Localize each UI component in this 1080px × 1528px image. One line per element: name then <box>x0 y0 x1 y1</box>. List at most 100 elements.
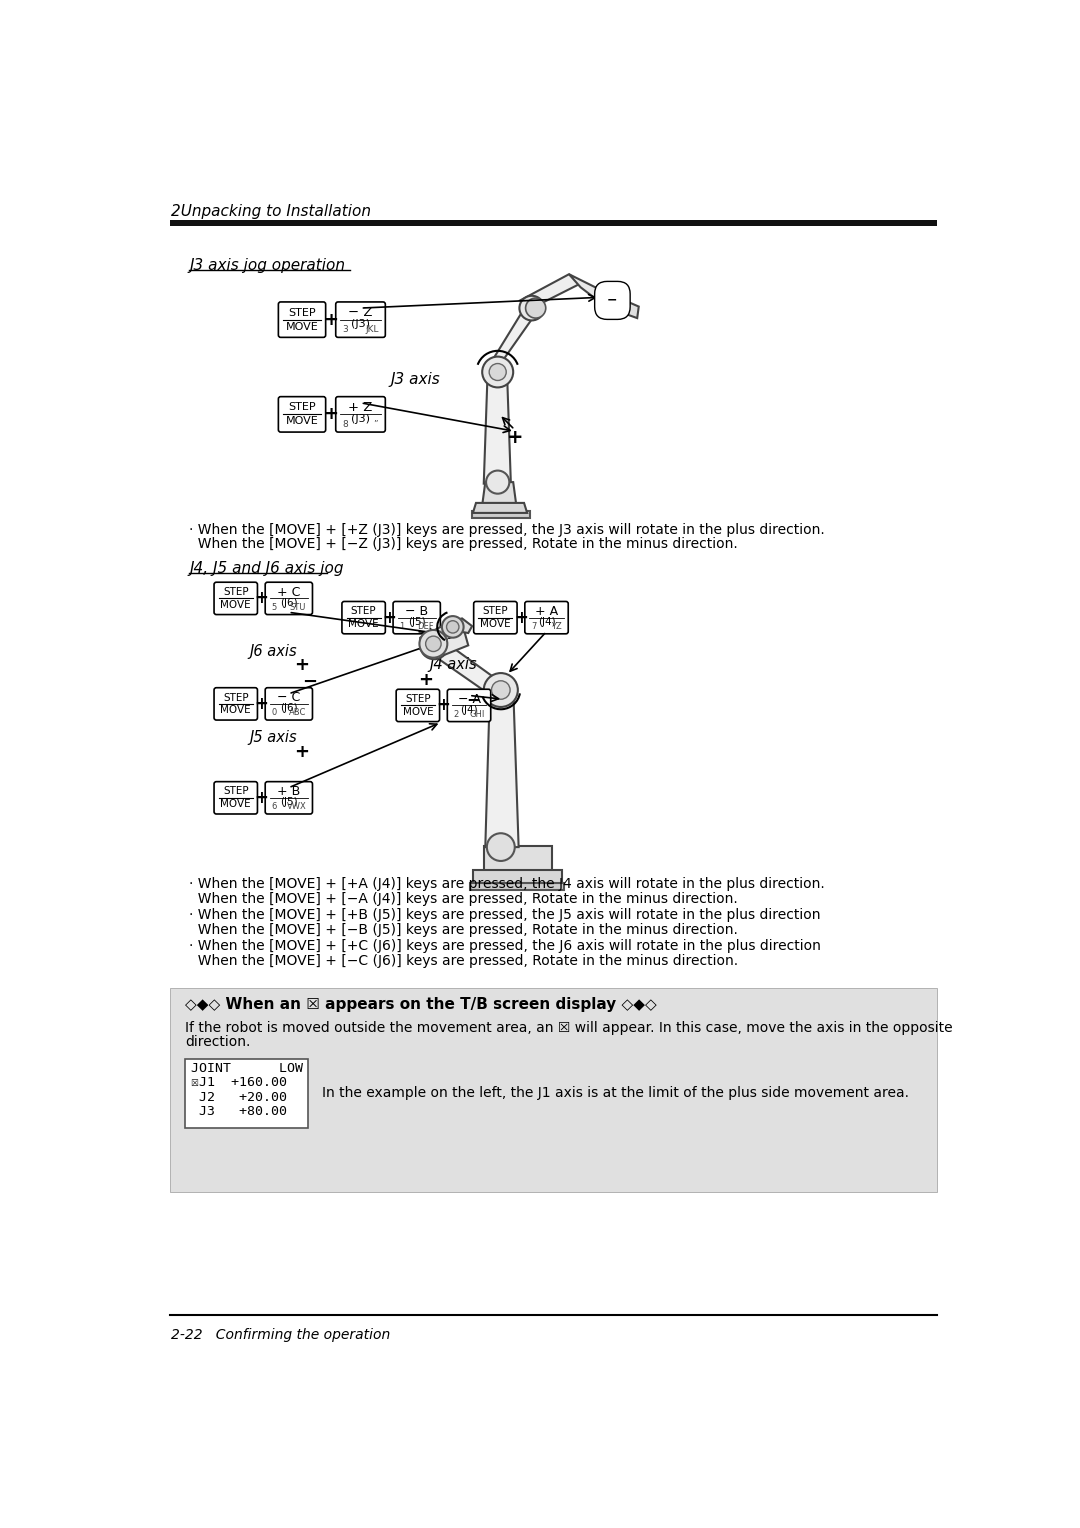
Text: MOVE: MOVE <box>403 707 433 717</box>
Text: STEP: STEP <box>288 402 315 413</box>
Text: (J4): (J4) <box>538 617 555 626</box>
Text: + B: + B <box>278 785 300 798</box>
Text: MOVE: MOVE <box>349 619 379 630</box>
Text: 1: 1 <box>400 622 405 631</box>
Text: STEP: STEP <box>483 607 509 616</box>
Text: +: + <box>382 608 396 626</box>
Text: (J3): (J3) <box>351 319 370 329</box>
Bar <box>470 883 565 891</box>
Text: MOVE: MOVE <box>285 322 319 332</box>
Text: direction.: direction. <box>186 1034 251 1048</box>
FancyBboxPatch shape <box>279 397 326 432</box>
Polygon shape <box>521 274 581 309</box>
Bar <box>484 845 552 872</box>
Text: 2Unpacking to Installation: 2Unpacking to Installation <box>172 205 372 220</box>
Text: MOVE: MOVE <box>220 799 251 810</box>
Circle shape <box>419 630 447 657</box>
Text: +: + <box>255 590 268 608</box>
FancyBboxPatch shape <box>336 303 386 338</box>
Bar <box>473 871 562 886</box>
Text: +: + <box>323 405 338 423</box>
Text: J5 axis: J5 axis <box>249 730 297 746</box>
Bar <box>170 989 937 1192</box>
Text: In the example on the left, the J1 axis is at the limit of the plus side movemen: In the example on the left, the J1 axis … <box>322 1086 908 1100</box>
Text: When the [MOVE] + [−B (J5)] keys are pressed, Rotate in the minus direction.: When the [MOVE] + [−B (J5)] keys are pre… <box>189 923 738 937</box>
Bar <box>170 220 937 226</box>
Text: +: + <box>294 743 309 761</box>
Text: ’’: ’’ <box>374 420 379 429</box>
Text: +: + <box>436 697 450 715</box>
FancyBboxPatch shape <box>214 688 257 720</box>
Circle shape <box>487 833 515 860</box>
FancyBboxPatch shape <box>474 602 517 634</box>
Circle shape <box>420 631 448 659</box>
FancyBboxPatch shape <box>279 303 326 338</box>
Text: When the [MOVE] + [−C (J6)] keys are pressed, Rotate in the minus direction.: When the [MOVE] + [−C (J6)] keys are pre… <box>189 953 739 969</box>
Text: When the [MOVE] + [−A (J4)] keys are pressed, Rotate in the minus direction.: When the [MOVE] + [−A (J4)] keys are pre… <box>189 892 738 906</box>
Polygon shape <box>420 625 469 654</box>
Circle shape <box>489 364 507 380</box>
FancyBboxPatch shape <box>447 689 490 721</box>
Text: − C: − C <box>278 691 300 704</box>
Text: ◇◆◇ When an ☒ appears on the T/B screen display ◇◆◇: ◇◆◇ When an ☒ appears on the T/B screen … <box>186 998 657 1013</box>
Text: + Z: + Z <box>349 400 373 414</box>
Text: (J3): (J3) <box>351 414 370 423</box>
Text: + C: + C <box>278 585 300 599</box>
Text: MOVE: MOVE <box>220 706 251 715</box>
FancyBboxPatch shape <box>266 688 312 720</box>
Circle shape <box>446 620 459 633</box>
Text: 2: 2 <box>454 711 459 718</box>
Text: YZ: YZ <box>551 622 562 631</box>
Circle shape <box>526 298 545 318</box>
Text: 3: 3 <box>342 325 348 335</box>
Text: J2   +20.00: J2 +20.00 <box>191 1091 287 1103</box>
Polygon shape <box>473 503 527 513</box>
Text: GHI: GHI <box>469 711 485 718</box>
Circle shape <box>442 616 463 637</box>
Circle shape <box>482 356 513 388</box>
Text: STEP: STEP <box>351 607 377 616</box>
Text: ☒J1  +160.00: ☒J1 +160.00 <box>191 1076 287 1089</box>
FancyBboxPatch shape <box>266 582 312 614</box>
Text: MOVE: MOVE <box>220 601 251 610</box>
Text: 5: 5 <box>271 602 276 611</box>
Text: · When the [MOVE] + [+A (J4)] keys are pressed, the J4 axis will rotate in the p: · When the [MOVE] + [+A (J4)] keys are p… <box>189 877 825 891</box>
Text: +: + <box>323 310 338 329</box>
FancyBboxPatch shape <box>342 602 386 634</box>
FancyBboxPatch shape <box>266 782 312 814</box>
Circle shape <box>491 681 510 700</box>
Text: (J5): (J5) <box>280 798 298 807</box>
Text: STEP: STEP <box>288 307 315 318</box>
Text: · When the [MOVE] + [+B (J5)] keys are pressed, the J5 axis will rotate in the p: · When the [MOVE] + [+B (J5)] keys are p… <box>189 908 821 921</box>
Circle shape <box>486 471 510 494</box>
Text: · When the [MOVE] + [+Z (J3)] keys are pressed, the J3 axis will rotate in the p: · When the [MOVE] + [+Z (J3)] keys are p… <box>189 523 825 536</box>
Text: − Z: − Z <box>348 307 373 319</box>
Text: DEF: DEF <box>418 622 434 631</box>
Polygon shape <box>484 306 538 374</box>
Polygon shape <box>485 688 518 847</box>
Circle shape <box>519 296 544 321</box>
Text: (J6): (J6) <box>280 703 298 714</box>
Text: +: + <box>255 788 268 807</box>
Text: 6: 6 <box>271 802 276 811</box>
Text: (J6): (J6) <box>280 597 298 608</box>
Text: VWX: VWX <box>286 802 307 811</box>
FancyBboxPatch shape <box>525 602 568 634</box>
Text: MOVE: MOVE <box>285 417 319 426</box>
FancyBboxPatch shape <box>396 689 440 721</box>
Text: J4 axis: J4 axis <box>430 657 477 672</box>
Text: 8: 8 <box>342 420 348 429</box>
Text: J3 axis jog operation: J3 axis jog operation <box>189 258 346 274</box>
Polygon shape <box>444 619 472 633</box>
Text: J4, J5 and J6 axis jog: J4, J5 and J6 axis jog <box>189 561 343 576</box>
Text: +: + <box>418 671 433 689</box>
Text: 0: 0 <box>271 709 276 717</box>
Text: +: + <box>514 608 528 626</box>
Polygon shape <box>428 639 501 694</box>
Text: MOVE: MOVE <box>481 619 511 630</box>
Text: J3   +80.00: J3 +80.00 <box>191 1105 287 1118</box>
Text: − A: − A <box>458 692 481 706</box>
Text: JOINT      LOW: JOINT LOW <box>191 1062 302 1074</box>
FancyBboxPatch shape <box>393 602 441 634</box>
Text: (J5): (J5) <box>408 617 426 626</box>
